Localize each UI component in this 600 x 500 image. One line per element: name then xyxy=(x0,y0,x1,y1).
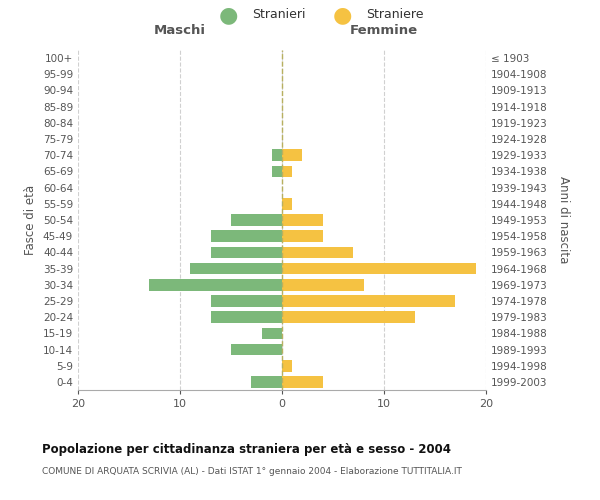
Bar xyxy=(282,262,476,274)
Text: Popolazione per cittadinanza straniera per età e sesso - 2004: Popolazione per cittadinanza straniera p… xyxy=(42,442,451,456)
Bar xyxy=(149,279,282,290)
Bar xyxy=(272,150,282,161)
Text: Stranieri: Stranieri xyxy=(252,8,305,22)
Bar xyxy=(262,328,282,339)
Text: Maschi: Maschi xyxy=(154,24,206,37)
Bar xyxy=(282,246,353,258)
Bar xyxy=(282,166,292,177)
Bar xyxy=(211,312,282,323)
Text: ●: ● xyxy=(218,5,238,25)
Text: Straniere: Straniere xyxy=(366,8,424,22)
Bar xyxy=(282,150,302,161)
Bar xyxy=(231,344,282,355)
Bar xyxy=(231,214,282,226)
Y-axis label: Fasce di età: Fasce di età xyxy=(25,185,37,255)
Bar xyxy=(190,262,282,274)
Bar xyxy=(282,376,323,388)
Text: ●: ● xyxy=(332,5,352,25)
Bar xyxy=(251,376,282,388)
Bar xyxy=(282,279,364,290)
Bar xyxy=(282,198,292,209)
Bar xyxy=(282,295,455,307)
Bar xyxy=(211,295,282,307)
Bar xyxy=(282,230,323,242)
Text: Femmine: Femmine xyxy=(350,24,418,37)
Bar xyxy=(211,246,282,258)
Bar xyxy=(282,214,323,226)
Text: COMUNE DI ARQUATA SCRIVIA (AL) - Dati ISTAT 1° gennaio 2004 - Elaborazione TUTTI: COMUNE DI ARQUATA SCRIVIA (AL) - Dati IS… xyxy=(42,468,462,476)
Bar xyxy=(272,166,282,177)
Bar xyxy=(282,360,292,372)
Bar xyxy=(282,312,415,323)
Y-axis label: Anni di nascita: Anni di nascita xyxy=(557,176,570,264)
Bar xyxy=(211,230,282,242)
